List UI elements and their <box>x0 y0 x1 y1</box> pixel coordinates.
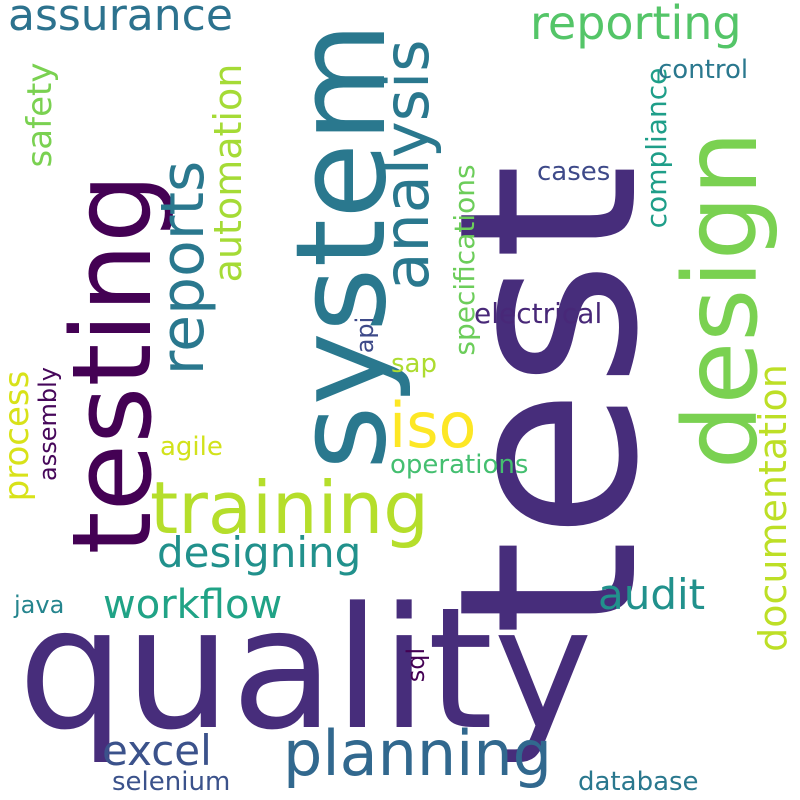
word-process: process <box>0 370 37 502</box>
word-selenium: selenium <box>112 767 231 797</box>
word-documentation: documentation <box>751 364 795 652</box>
word-analysis: analysis <box>370 39 443 291</box>
word-reporting: reporting <box>530 0 742 50</box>
word-training: training <box>150 466 429 550</box>
word-automation: automation <box>206 63 250 283</box>
word-electrical: electrical <box>474 297 603 330</box>
word-assembly: assembly <box>34 367 62 481</box>
word-workflow: workflow <box>103 582 283 628</box>
word-operations: operations <box>390 450 529 480</box>
word-cases: cases <box>537 157 611 187</box>
word-sap: sap <box>391 349 437 379</box>
word-iso: iso <box>389 389 477 462</box>
word-safety: safety <box>20 62 60 168</box>
word-compliance: compliance <box>640 67 673 229</box>
word-database: database <box>578 767 699 797</box>
word-java: java <box>14 591 65 619</box>
word-api: api <box>351 316 379 354</box>
word-assurance: assurance <box>8 0 233 41</box>
word-quality: quality <box>18 571 593 767</box>
word-audit: audit <box>598 570 706 619</box>
word-control: control <box>658 55 749 85</box>
word-designing: designing <box>157 528 362 577</box>
word-sql: sql <box>402 647 430 683</box>
word-planning: planning <box>283 717 553 790</box>
word-excel: excel <box>102 726 212 775</box>
word-reports: reports <box>148 160 218 376</box>
word-agile: agile <box>160 432 223 462</box>
